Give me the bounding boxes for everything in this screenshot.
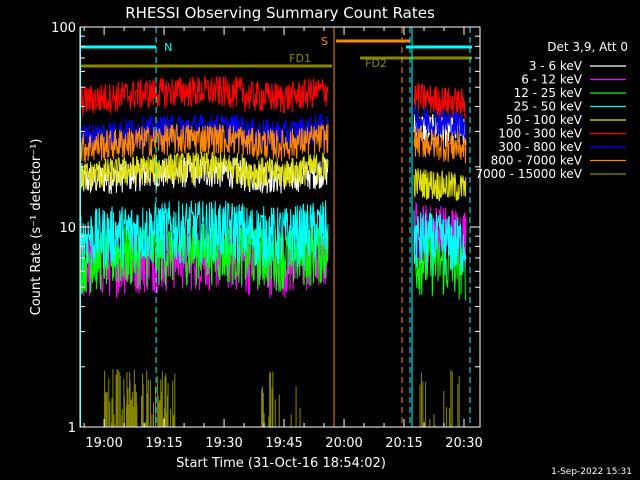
legend-label: 800 - 7000 keV [491, 154, 583, 168]
series-25-50-kev [80, 200, 467, 276]
legend-label: 50 - 100 keV [506, 113, 583, 127]
legend-label: 25 - 50 keV [514, 100, 583, 114]
series-line [80, 75, 329, 116]
series-50-100-kev [80, 151, 467, 202]
flag-n: N [80, 41, 473, 54]
y-tick-label: 1 [68, 421, 76, 436]
series-line [80, 151, 329, 191]
series-line [413, 103, 467, 142]
series-800-7000-kev [80, 123, 467, 164]
y-axis-label: Count Rate (s⁻¹ detector⁻¹) [29, 139, 44, 316]
x-tick-label: 19:45 [265, 436, 302, 451]
x-tick-label: 20:00 [325, 436, 362, 451]
series-line [413, 168, 467, 202]
x-axis-label: Start Time (31-Oct-16 18:54:02) [176, 456, 386, 471]
series-line [80, 123, 329, 163]
legend-label: 3 - 6 keV [529, 59, 583, 73]
series-line [80, 200, 329, 272]
flag-label: N [164, 41, 172, 54]
legend-label: 7000 - 15000 keV [475, 167, 582, 181]
flag-label: FD1 [289, 52, 311, 65]
legend-label: 100 - 300 keV [498, 127, 582, 141]
x-tick-label: 20:30 [445, 436, 482, 451]
series-line [413, 126, 467, 164]
date-stamp: 1-Sep-2022 15:31 [551, 467, 632, 477]
series-line [413, 82, 467, 120]
legend-label: 300 - 800 keV [498, 140, 582, 154]
flag-s: S [321, 35, 411, 48]
y-tick-label: 10 [59, 221, 76, 236]
vlines-layer [80, 27, 471, 427]
y-axis: 1 10 100 [51, 21, 480, 436]
x-tick-label: 19:30 [205, 436, 242, 451]
x-tick-label: 20:15 [385, 436, 422, 451]
flag-fd2: FD2 [360, 56, 473, 70]
x-axis: 19:00 19:15 19:30 19:45 20:00 20:15 20:30 [83, 27, 483, 451]
series-line [413, 210, 467, 276]
flags-layer: N S FD1 FD2 [80, 35, 473, 70]
legend-title: Det 3,9, Att 0 [547, 40, 628, 54]
chart-title: RHESSI Observing Summary Count Rates [125, 4, 435, 22]
flag-label: S [321, 35, 328, 48]
series-100-300-kev [80, 75, 467, 120]
x-tick-label: 19:15 [145, 436, 182, 451]
y-tick-label: 100 [51, 21, 76, 36]
x-tick-label: 19:00 [85, 436, 122, 451]
flag-fd1: FD1 [80, 52, 333, 68]
legend-label: 6 - 12 keV [521, 73, 583, 87]
legend-label: 12 - 25 keV [514, 86, 583, 100]
flag-label: FD2 [365, 57, 387, 70]
series-line [413, 234, 467, 301]
